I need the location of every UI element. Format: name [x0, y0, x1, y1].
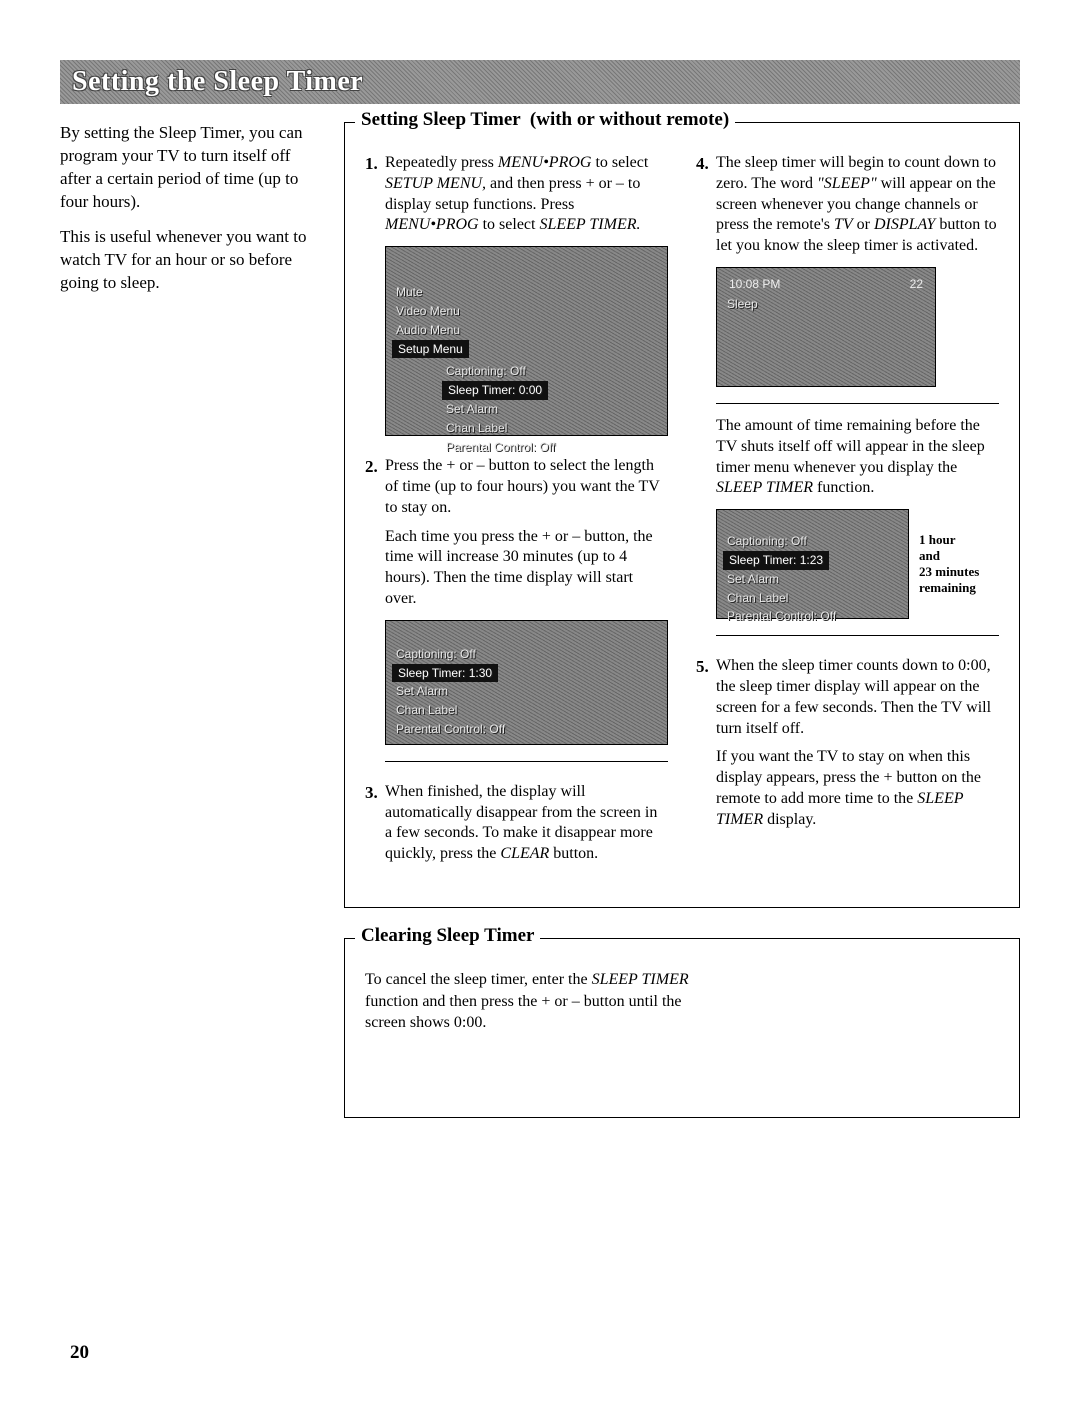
legend-sub: (with or without remote) — [530, 109, 729, 130]
s3-sleep: Sleep — [723, 295, 929, 314]
step-2-text: Press the + or – button to select the le… — [385, 456, 668, 518]
tv-screen-4: Captioning: Off Sleep Timer: 1:23 Set Al… — [716, 509, 909, 619]
step-4: 4. The sleep timer will begin to count d… — [696, 153, 999, 636]
intro-p1: By setting the Sleep Timer, you can prog… — [60, 122, 320, 214]
s4-cap: Captioning: Off — [723, 532, 902, 551]
s2-cap: Captioning: Off — [392, 645, 661, 664]
screen4-row: Captioning: Off Sleep Timer: 1:23 Set Al… — [716, 509, 999, 619]
step-2-sub: Each time you press the + or – button, t… — [385, 527, 668, 610]
submenu-chan: Chan Label — [442, 419, 661, 438]
s2-chan: Chan Label — [392, 701, 661, 720]
step-5: 5. When the sleep timer counts down to 0… — [696, 656, 999, 830]
step-num: 4. — [696, 153, 709, 175]
s4-chan: Chan Label — [723, 589, 902, 608]
intro-p2: This is useful whenever you want to watc… — [60, 226, 320, 295]
tv-screen-2: Captioning: Off Sleep Timer: 1:30 Set Al… — [385, 620, 668, 745]
s2-parental: Parental Control: Off — [392, 720, 661, 739]
clearing-text: To cancel the sleep timer, enter the SLE… — [365, 969, 695, 1034]
page-number: 20 — [70, 1342, 89, 1364]
section-legend: Setting Sleep Timer (with or without rem… — [355, 109, 735, 131]
clearing-section: Clearing Sleep Timer To cancel the sleep… — [344, 938, 1020, 1118]
step-1-text: Repeatedly press MENU•PROG to select SET… — [385, 153, 668, 236]
content-row: By setting the Sleep Timer, you can prog… — [60, 122, 1020, 1148]
main-column: Setting Sleep Timer (with or without rem… — [344, 122, 1020, 1148]
step-2: 2. Press the + or – button to select the… — [365, 456, 668, 762]
s2-sleep: Sleep Timer: 1:30 — [392, 664, 498, 683]
s4-sleep: Sleep Timer: 1:23 — [723, 551, 829, 570]
title-bar: Setting the Sleep Timer — [60, 60, 1020, 104]
step-num: 2. — [365, 456, 378, 478]
step-1: 1. Repeatedly press MENU•PROG to select … — [365, 153, 668, 436]
menu-mute: Mute — [392, 283, 661, 302]
step-3-text: When finished, the display will automati… — [385, 782, 668, 865]
annotation: 1 hour and 23 minutes remaining — [919, 532, 999, 597]
s3-time: 10:08 PM — [729, 276, 780, 293]
clearing-legend: Clearing Sleep Timer — [355, 925, 540, 947]
submenu-parental: Parental Control: Off — [442, 438, 661, 457]
menu-audio: Audio Menu — [392, 321, 661, 340]
step-4-text: The sleep timer will begin to count down… — [716, 153, 999, 257]
steps-grid: 1. Repeatedly press MENU•PROG to select … — [365, 153, 999, 885]
s2-alarm: Set Alarm — [392, 682, 661, 701]
s4-alarm: Set Alarm — [723, 570, 902, 589]
tv-screen-3: 10:08 PM 22 Sleep — [716, 267, 936, 387]
steps-left: 1. Repeatedly press MENU•PROG to select … — [365, 153, 668, 885]
submenu-cap: Captioning: Off — [442, 362, 661, 381]
page-title: Setting the Sleep Timer — [72, 66, 1008, 98]
divider — [716, 635, 999, 636]
steps-right: 4. The sleep timer will begin to count d… — [696, 153, 999, 885]
menu-video: Video Menu — [392, 302, 661, 321]
menu-setup: Setup Menu — [392, 340, 469, 359]
legend-main: Setting Sleep Timer — [361, 109, 520, 130]
step-5-sub: If you want the TV to stay on when this … — [716, 747, 999, 830]
divider — [385, 761, 668, 762]
step-num: 1. — [365, 153, 378, 175]
s3-chan: 22 — [910, 276, 923, 293]
submenu-alarm: Set Alarm — [442, 400, 661, 419]
intro-column: By setting the Sleep Timer, you can prog… — [60, 122, 320, 307]
submenu-sleep: Sleep Timer: 0:00 — [442, 381, 548, 400]
step-num: 5. — [696, 656, 709, 678]
s4-parental: Parental Control: Off — [723, 607, 902, 626]
step-4-sub: The amount of time remaining before the … — [716, 416, 999, 499]
step-num: 3. — [365, 782, 378, 804]
divider — [716, 403, 999, 404]
step-3: 3. When finished, the display will autom… — [365, 782, 668, 865]
setting-section: Setting Sleep Timer (with or without rem… — [344, 122, 1020, 908]
tv-screen-1: Mute Video Menu Audio Menu Setup Menu Ca… — [385, 246, 668, 436]
step-5-text: When the sleep timer counts down to 0:00… — [716, 656, 999, 739]
